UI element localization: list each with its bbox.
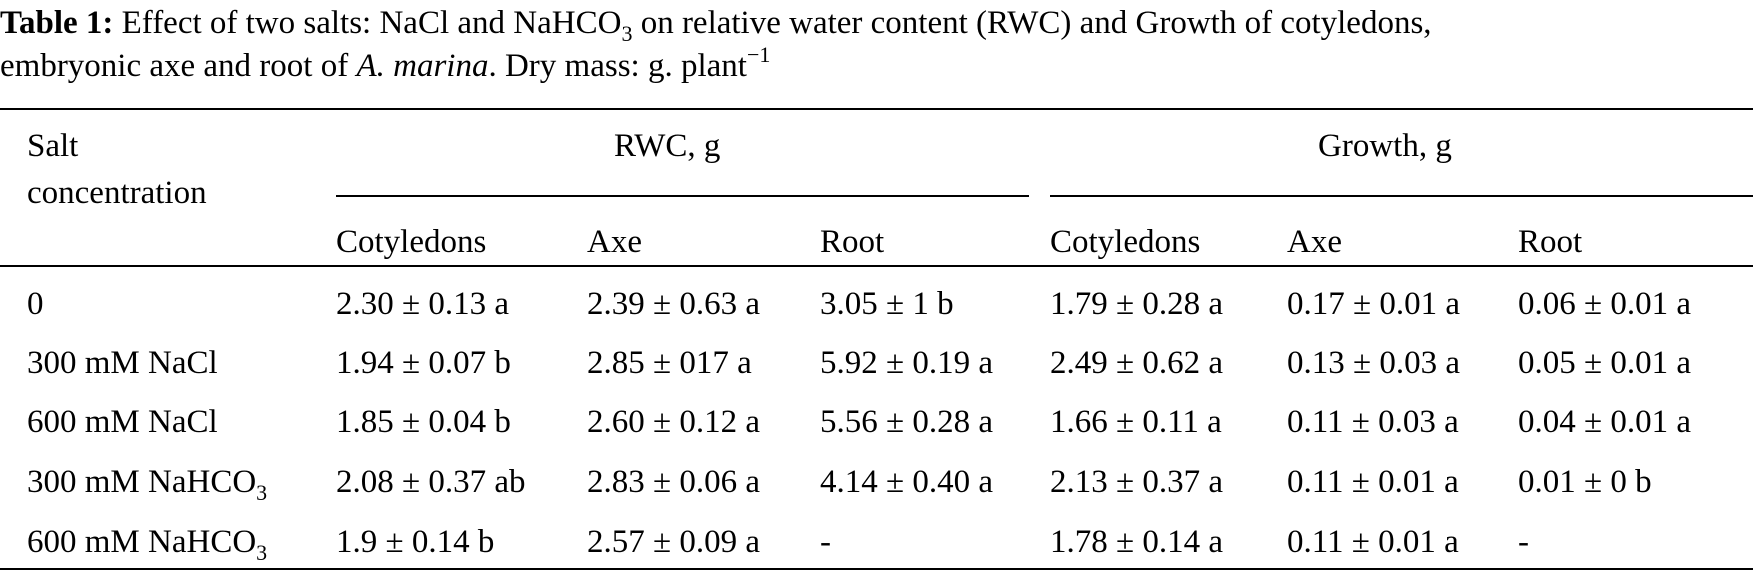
table-cell: 0.04 ± 0.01 a xyxy=(1518,404,1692,440)
table-cell: 2.83 ± 0.06 a xyxy=(587,464,761,500)
caption-line-2: embryonic axe and root of A. marina. Dry… xyxy=(0,42,771,85)
table-cell: 2.13 ± 0.37 a xyxy=(1050,464,1224,500)
caption-text: Effect of two salts: NaCl and NaHCO3 on … xyxy=(121,5,1432,46)
top-rule xyxy=(0,108,1753,110)
header-group-rwc: RWC, g xyxy=(614,128,721,164)
sub-header-rwc-cotyledons: Cotyledons xyxy=(336,224,487,260)
table-cell: 1.9 ± 0.14 b xyxy=(336,524,495,560)
table-cell: 1.79 ± 0.28 a xyxy=(1050,286,1224,322)
rwc-group-rule xyxy=(336,195,1029,197)
table-cell: 0.17 ± 0.01 a xyxy=(1287,286,1461,322)
table-cell: 0.11 ± 0.01 a xyxy=(1287,524,1459,560)
table-cell: 2.57 ± 0.09 a xyxy=(587,524,761,560)
table-cell: - xyxy=(1518,524,1529,560)
sub-header-growth-root: Root xyxy=(1518,224,1583,260)
table-cell: 2.49 ± 0.62 a xyxy=(1050,345,1224,381)
header-salt-line1: Salt xyxy=(27,128,79,164)
sub-header-growth-cotyledons: Cotyledons xyxy=(1050,224,1201,260)
table-cell: 0.01 ± 0 b xyxy=(1518,464,1652,500)
table-cell: 1.94 ± 0.07 b xyxy=(336,345,511,381)
table-cell: 2.85 ± 017 a xyxy=(587,345,752,381)
header-group-growth: Growth, g xyxy=(1318,128,1452,164)
species-name: A. marina xyxy=(356,48,489,84)
table-cell: 1.66 ± 0.11 a xyxy=(1050,404,1222,440)
table-cell: 0.05 ± 0.01 a xyxy=(1518,345,1692,381)
sub-header-growth-axe: Axe xyxy=(1287,224,1342,260)
table-cell: 2.39 ± 0.63 a xyxy=(587,286,761,322)
header-salt-line2: concentration xyxy=(27,175,207,211)
row-label: 600 mM NaHCO3 xyxy=(27,524,268,565)
table-cell: 1.78 ± 0.14 a xyxy=(1050,524,1224,560)
header-rule xyxy=(0,265,1753,267)
row-label: 300 mM NaCl xyxy=(27,345,218,381)
table-cell: 2.08 ± 0.37 ab xyxy=(336,464,526,500)
table-cell: 0.13 ± 0.03 a xyxy=(1287,345,1461,381)
table-cell: 3.05 ± 1 b xyxy=(820,286,954,322)
bottom-rule xyxy=(0,568,1753,570)
table-cell: 2.30 ± 0.13 a xyxy=(336,286,510,322)
table-cell: 1.85 ± 0.04 b xyxy=(336,404,511,440)
table-cell: 5.56 ± 0.28 a xyxy=(820,404,994,440)
table-cell: 4.14 ± 0.40 a xyxy=(820,464,994,500)
table-cell: 0.11 ± 0.03 a xyxy=(1287,404,1459,440)
table-cell: 5.92 ± 0.19 a xyxy=(820,345,994,381)
row-label: 600 mM NaCl xyxy=(27,404,218,440)
sub-header-rwc-root: Root xyxy=(820,224,885,260)
table-cell: 0.11 ± 0.01 a xyxy=(1287,464,1459,500)
growth-group-rule xyxy=(1050,195,1753,197)
table-caption: Table 1: Effect of two salts: NaCl and N… xyxy=(0,2,1753,88)
sub-header-rwc-axe: Axe xyxy=(587,224,642,260)
table-cell: - xyxy=(820,524,831,560)
table-cell: 2.60 ± 0.12 a xyxy=(587,404,761,440)
table-label: Table 1: xyxy=(0,5,114,41)
row-label: 300 mM NaHCO3 xyxy=(27,464,268,505)
caption-line-1: Table 1: Effect of two salts: NaCl and N… xyxy=(0,2,1753,45)
row-label: 0 xyxy=(27,286,44,322)
table-cell: 0.06 ± 0.01 a xyxy=(1518,286,1692,322)
